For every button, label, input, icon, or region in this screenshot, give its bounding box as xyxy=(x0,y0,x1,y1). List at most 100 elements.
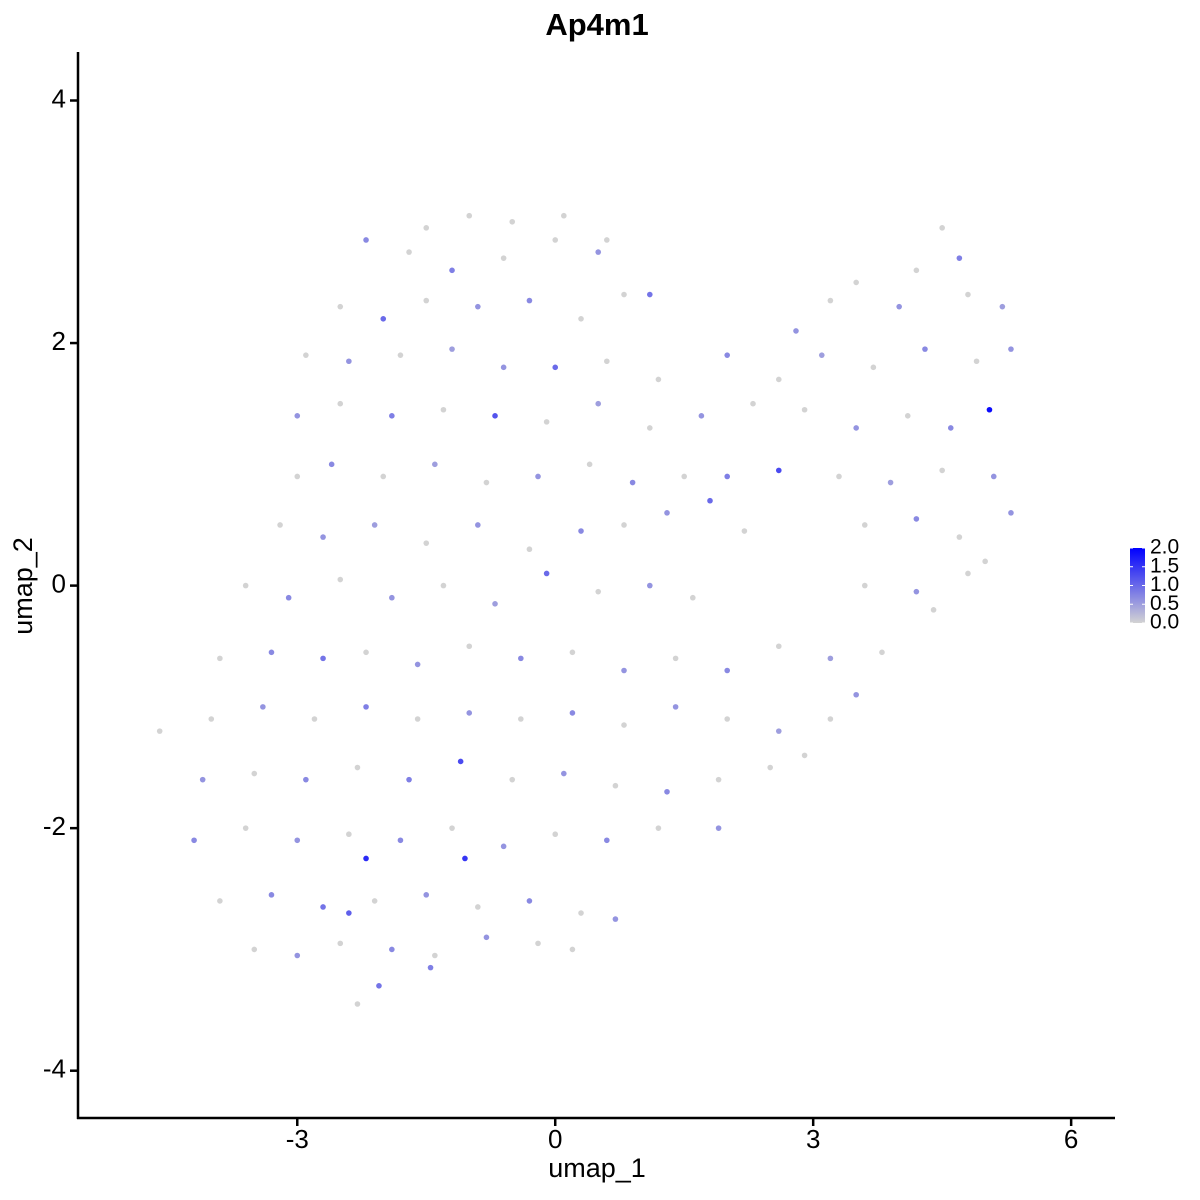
point xyxy=(466,212,473,219)
point xyxy=(853,691,859,698)
point xyxy=(965,291,971,298)
point xyxy=(251,946,258,953)
point xyxy=(432,952,438,959)
point xyxy=(827,716,834,722)
chart-title: Ap4m1 xyxy=(545,7,648,42)
point xyxy=(483,479,490,486)
point xyxy=(285,594,292,601)
point xyxy=(569,649,576,656)
point xyxy=(466,643,473,650)
point xyxy=(647,425,653,431)
point xyxy=(376,983,382,989)
point xyxy=(913,267,920,274)
point xyxy=(406,776,412,783)
point xyxy=(896,303,902,310)
point xyxy=(526,297,533,304)
point xyxy=(801,752,808,759)
point xyxy=(320,534,326,540)
point xyxy=(432,461,438,468)
point xyxy=(423,297,430,304)
point xyxy=(535,473,541,480)
point xyxy=(346,910,352,916)
point xyxy=(604,237,610,243)
point xyxy=(389,594,395,601)
point xyxy=(440,406,447,413)
point xyxy=(621,667,627,674)
point xyxy=(354,1001,361,1007)
point xyxy=(217,898,223,904)
point xyxy=(371,522,378,528)
point xyxy=(750,400,756,407)
point xyxy=(294,837,301,844)
point xyxy=(414,716,421,722)
colorbar-label: 0.5 xyxy=(1150,592,1179,615)
y-tick-label: -2 xyxy=(43,811,66,841)
point xyxy=(690,594,696,601)
point xyxy=(569,946,576,953)
point xyxy=(406,249,412,255)
point xyxy=(440,582,447,589)
y-tick-label: 2 xyxy=(52,326,66,356)
point xyxy=(672,704,679,710)
point xyxy=(922,346,928,352)
point xyxy=(715,825,722,831)
point xyxy=(827,297,834,304)
point xyxy=(930,607,937,613)
point xyxy=(427,964,434,971)
point xyxy=(853,279,859,286)
point xyxy=(320,904,326,910)
point xyxy=(328,461,335,468)
point xyxy=(389,413,395,419)
y-tick-label: -4 xyxy=(43,1054,66,1084)
point xyxy=(363,855,369,862)
point xyxy=(414,661,421,668)
point xyxy=(741,528,748,534)
point xyxy=(423,225,430,231)
point xyxy=(294,952,301,959)
point xyxy=(552,831,559,838)
point xyxy=(552,237,559,243)
point xyxy=(604,837,610,844)
point xyxy=(535,940,541,947)
point xyxy=(475,522,481,528)
point xyxy=(492,600,498,607)
point xyxy=(337,400,344,407)
point xyxy=(913,588,920,595)
point xyxy=(655,376,662,383)
point xyxy=(475,303,481,310)
point xyxy=(604,358,610,365)
point xyxy=(337,303,344,310)
point xyxy=(303,776,309,783)
y-tick-label: 0 xyxy=(52,568,66,598)
point xyxy=(647,582,653,589)
point xyxy=(1008,510,1014,516)
point xyxy=(775,728,782,734)
point xyxy=(260,704,266,710)
point xyxy=(715,776,722,783)
point xyxy=(724,473,730,480)
point xyxy=(621,722,627,728)
point xyxy=(904,413,911,419)
point xyxy=(449,346,455,352)
point xyxy=(561,212,567,219)
point xyxy=(973,358,980,365)
point xyxy=(242,582,249,589)
point xyxy=(337,940,344,947)
point xyxy=(861,582,868,589)
point xyxy=(251,770,258,777)
point xyxy=(612,782,619,789)
point xyxy=(1008,346,1014,352)
point xyxy=(268,649,275,656)
point xyxy=(380,316,387,322)
colorbar-label: 0.0 xyxy=(1150,611,1179,634)
point xyxy=(965,570,971,577)
point xyxy=(775,643,782,650)
point xyxy=(939,225,945,231)
point xyxy=(526,898,533,904)
point xyxy=(500,364,507,371)
point xyxy=(861,522,868,528)
point xyxy=(363,704,369,710)
point xyxy=(956,534,963,540)
point xyxy=(475,904,481,910)
